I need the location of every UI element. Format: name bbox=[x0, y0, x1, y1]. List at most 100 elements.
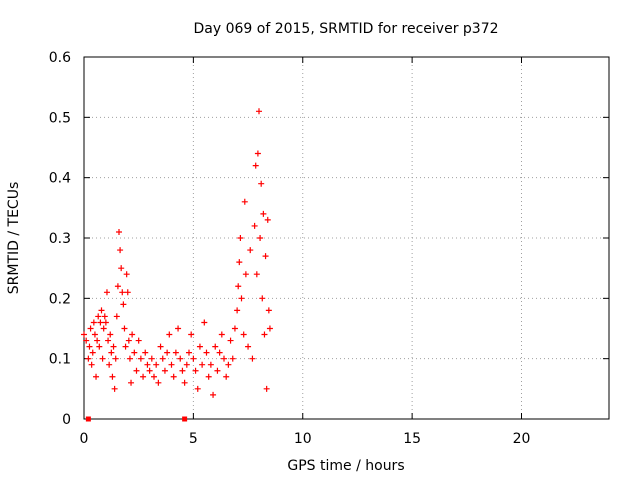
y-tick-label: 0 bbox=[62, 412, 71, 428]
data-point bbox=[119, 289, 126, 296]
data-point bbox=[201, 319, 208, 326]
data-point bbox=[166, 331, 173, 338]
data-point bbox=[251, 222, 258, 229]
data-point bbox=[112, 355, 119, 362]
data-point bbox=[234, 307, 241, 314]
axis-ticks: 0 0.1 0.2 0.3 0.4 0.5 0.6 0 5 10 15 20 bbox=[49, 50, 609, 447]
data-point bbox=[265, 307, 272, 314]
data-point bbox=[85, 355, 92, 362]
data-point bbox=[216, 349, 223, 356]
y-tick-label: 0.5 bbox=[49, 110, 71, 126]
data-point bbox=[135, 337, 142, 344]
data-point bbox=[157, 343, 164, 350]
data-point bbox=[131, 349, 138, 356]
data-point bbox=[137, 355, 144, 362]
data-point bbox=[83, 337, 90, 344]
data-point bbox=[170, 373, 177, 380]
data-point bbox=[93, 373, 100, 380]
data-point bbox=[121, 325, 128, 332]
data-point bbox=[155, 379, 162, 386]
data-point bbox=[113, 313, 120, 320]
x-tick-label: 10 bbox=[294, 431, 312, 447]
data-point bbox=[190, 355, 197, 362]
data-point bbox=[120, 301, 127, 308]
data-point bbox=[107, 331, 114, 338]
data-point bbox=[161, 367, 168, 374]
data-point bbox=[123, 271, 130, 278]
data-point bbox=[199, 361, 206, 368]
data-point bbox=[128, 379, 135, 386]
chart-title: Day 069 of 2015, SRMTID for receiver p37… bbox=[193, 21, 498, 37]
data-point bbox=[203, 349, 210, 356]
data-point bbox=[214, 367, 221, 374]
data-point bbox=[249, 355, 256, 362]
data-point bbox=[168, 361, 175, 368]
y-axis-label: SRMTID / TECUs bbox=[6, 182, 22, 295]
data-point bbox=[118, 265, 125, 272]
data-point bbox=[192, 367, 199, 374]
data-point bbox=[221, 355, 227, 362]
data-point bbox=[264, 216, 271, 223]
data-point bbox=[94, 337, 101, 344]
data-point bbox=[242, 271, 249, 278]
data-point bbox=[236, 259, 243, 266]
data-point bbox=[240, 331, 247, 338]
data-point bbox=[183, 361, 190, 368]
data-point bbox=[186, 349, 192, 356]
data-point bbox=[231, 325, 238, 332]
y-tick-label: 0.4 bbox=[49, 171, 71, 187]
data-point bbox=[260, 210, 267, 217]
data-point bbox=[102, 319, 109, 326]
data-point bbox=[181, 379, 188, 386]
x-tick-label: 15 bbox=[403, 431, 421, 447]
data-point bbox=[179, 367, 186, 374]
data-point bbox=[97, 319, 104, 326]
data-point bbox=[212, 343, 219, 350]
data-point bbox=[262, 253, 269, 260]
data-point bbox=[129, 331, 136, 338]
data-point bbox=[164, 349, 171, 356]
y-tick-label: 0.3 bbox=[49, 231, 71, 247]
data-point bbox=[106, 361, 113, 368]
data-point bbox=[114, 283, 121, 290]
data-point bbox=[238, 295, 245, 302]
data-point bbox=[103, 289, 110, 296]
data-point bbox=[89, 349, 96, 356]
data-point bbox=[218, 331, 225, 338]
data-point bbox=[188, 331, 195, 338]
data-point bbox=[109, 373, 116, 380]
data-point bbox=[227, 337, 234, 344]
data-point bbox=[205, 373, 212, 380]
data-point bbox=[223, 373, 230, 380]
data-point bbox=[140, 373, 147, 380]
data-point bbox=[126, 355, 133, 362]
y-tick-label: 0.2 bbox=[49, 291, 71, 307]
data-point bbox=[95, 313, 102, 320]
data-point bbox=[229, 355, 236, 362]
data-point bbox=[263, 385, 270, 392]
data-point bbox=[117, 247, 124, 254]
data-point bbox=[111, 385, 118, 392]
data-point bbox=[266, 325, 273, 332]
data-point bbox=[98, 307, 105, 314]
data-point bbox=[253, 271, 260, 278]
data-point bbox=[101, 313, 108, 320]
data-point bbox=[235, 283, 242, 290]
data-point bbox=[196, 343, 203, 350]
data-point bbox=[133, 367, 140, 374]
axis-marker bbox=[182, 416, 188, 422]
data-point bbox=[172, 349, 179, 356]
data-point bbox=[96, 343, 103, 350]
data-point bbox=[225, 361, 232, 368]
data-point bbox=[254, 150, 261, 157]
data-point bbox=[159, 355, 166, 362]
y-tick-label: 0.6 bbox=[49, 50, 71, 66]
bottom-markers bbox=[85, 416, 188, 422]
data-point bbox=[110, 343, 117, 350]
data-point bbox=[252, 162, 259, 169]
x-tick-label: 5 bbox=[189, 431, 198, 447]
data-point bbox=[261, 331, 268, 338]
data-point bbox=[100, 325, 107, 332]
plot-frame bbox=[83, 56, 610, 420]
